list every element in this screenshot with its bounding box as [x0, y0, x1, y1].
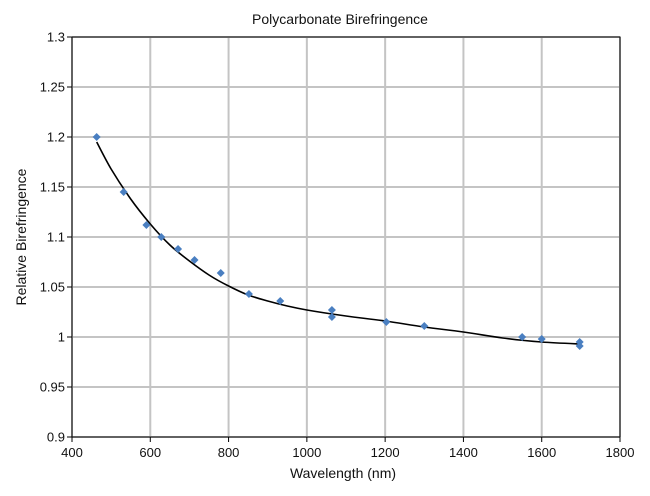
x-tick-label: 1000 — [292, 445, 321, 460]
y-tick-label: 1 — [58, 330, 65, 345]
data-point — [190, 256, 199, 264]
data-point — [142, 221, 151, 229]
y-tick-label: 1.1 — [47, 230, 65, 245]
data-point — [382, 318, 391, 326]
fit-curve — [95, 141, 581, 345]
y-tick-label: 1.2 — [47, 130, 65, 145]
x-tick-label: 1200 — [371, 445, 400, 460]
y-tick-label: 1.3 — [47, 30, 65, 45]
x-tick-label: 1400 — [449, 445, 478, 460]
data-point — [157, 233, 166, 241]
data-point — [537, 335, 546, 343]
y-tick-label: 0.95 — [40, 380, 65, 395]
x-tick-label: 400 — [61, 445, 83, 460]
data-point — [327, 313, 336, 321]
x-axis-ticks: 400 600 800 1000 1200 1400 1600 1800 — [61, 437, 634, 460]
data-point — [119, 188, 128, 196]
y-axis-ticks: 0.9 0.95 1 1.05 1.1 1.15 1.2 1.25 1.3 — [40, 30, 72, 445]
gridlines — [71, 36, 621, 438]
data-points — [92, 133, 584, 350]
x-tick-label: 600 — [139, 445, 161, 460]
y-tick-label: 0.9 — [47, 430, 65, 445]
y-axis-label: Relative Birefringence — [13, 168, 29, 305]
x-tick-label: 800 — [218, 445, 240, 460]
data-point — [327, 306, 336, 314]
x-tick-label: 1600 — [527, 445, 556, 460]
x-tick-label: 1800 — [606, 445, 635, 460]
data-point — [244, 290, 253, 298]
fit-curve-group — [95, 141, 581, 345]
y-tick-label: 1.05 — [40, 280, 65, 295]
x-axis-label: Wavelength (nm) — [290, 465, 396, 481]
y-tick-label: 1.15 — [40, 180, 65, 195]
data-point — [276, 297, 285, 305]
chart-title: Polycarbonate Birefringence — [252, 11, 428, 27]
data-point — [575, 342, 584, 350]
data-point — [420, 322, 429, 330]
y-tick-label: 1.25 — [40, 80, 65, 95]
data-point — [216, 269, 225, 277]
data-point — [92, 133, 101, 141]
data-point — [518, 333, 527, 341]
data-point — [174, 245, 183, 253]
